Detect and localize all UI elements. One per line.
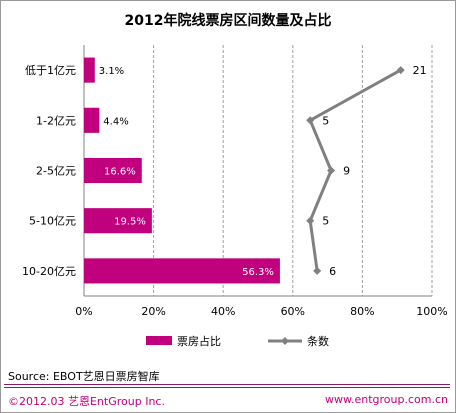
x-tick-label: 20% — [141, 305, 165, 318]
line-point-marker — [306, 216, 315, 225]
x-tick-label: 60% — [281, 305, 305, 318]
line-series-path — [308, 68, 402, 272]
bar-value-label: 19.5% — [114, 217, 146, 228]
legend-bar-label: 票房占比 — [177, 334, 221, 348]
bar — [84, 208, 152, 234]
chart-title: 2012年院线票房区间数量及占比 — [124, 13, 332, 29]
bar-value-label: 16.6% — [104, 167, 136, 178]
bar — [84, 57, 95, 83]
line-point-marker — [327, 166, 336, 175]
line-value-label: 9 — [343, 165, 350, 178]
bar-value-label: 3.1% — [99, 66, 124, 77]
footer-divider-top — [4, 384, 450, 385]
category-label: 5-10亿元 — [29, 215, 76, 228]
footer-divider-bottom — [4, 387, 450, 388]
bar-value-label: 4.4% — [103, 116, 128, 127]
line-point-marker — [306, 116, 315, 125]
legend-line-marker — [281, 337, 289, 345]
bar-value-label: 56.3% — [242, 267, 274, 278]
category-label: 2-5亿元 — [36, 165, 76, 178]
bar — [84, 258, 280, 284]
x-tick-label: 100% — [416, 305, 447, 318]
line-value-label: 21 — [413, 64, 427, 77]
copyright-text: ©2012.03 艺恩EntGroup Inc. — [8, 395, 165, 408]
source-note: Source: EBOT艺恩日票房智库 — [8, 370, 160, 383]
x-tick-label: 80% — [350, 305, 374, 318]
bar — [84, 107, 100, 133]
category-label: 低于1亿元 — [25, 64, 76, 77]
line-point-marker — [313, 266, 322, 275]
x-tick-label: 0% — [75, 305, 92, 318]
line-value-label: 5 — [322, 114, 329, 127]
bar — [84, 157, 142, 184]
line-value-label: 6 — [329, 265, 336, 278]
category-label: 10-20亿元 — [22, 265, 76, 278]
website-url: www.entgroup.com.cn — [325, 393, 448, 406]
category-label: 1-2亿元 — [36, 114, 76, 127]
line-value-label: 5 — [322, 215, 329, 228]
line-point-marker — [396, 66, 405, 75]
legend-line-label: 条数 — [307, 334, 329, 348]
legend-bar-swatch — [146, 336, 172, 345]
x-tick-label: 40% — [211, 305, 235, 318]
